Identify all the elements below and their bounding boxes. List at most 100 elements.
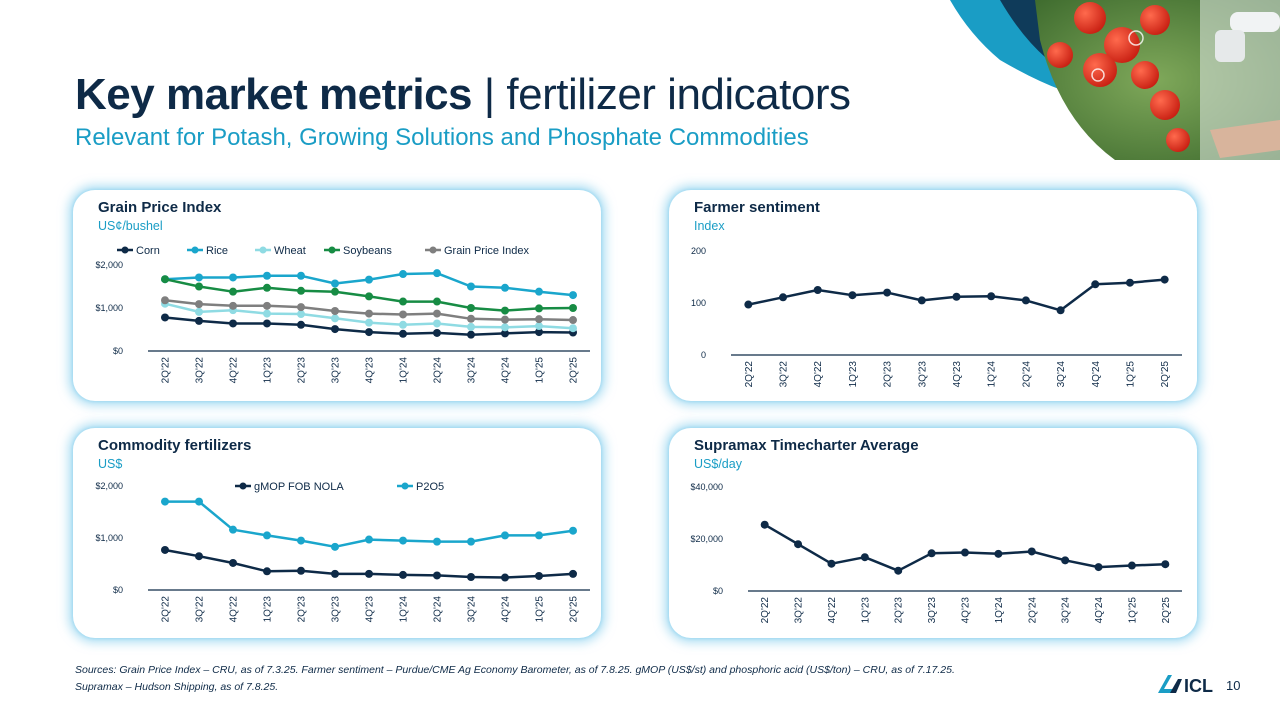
y-tick-label: $0 xyxy=(113,585,123,595)
x-tick-label: 4Q'22 xyxy=(827,597,838,624)
y-tick-label: 200 xyxy=(691,246,706,256)
title-separator: | xyxy=(483,70,495,119)
x-tick-label: 2Q'24 xyxy=(433,596,444,623)
card-title: Farmer sentiment xyxy=(694,199,820,216)
data-point xyxy=(794,540,803,549)
grain-price-card: Grain Price Index US¢/bushel $0 $1,000 $2,… xyxy=(73,190,601,401)
data-point xyxy=(161,497,169,506)
data-point xyxy=(433,571,441,580)
x-tick-label: 3Q'24 xyxy=(467,357,478,384)
supramax-chart: $0 $20,000 $40,000 2Q'22 3Q'22 4Q'22 1Q'23 2Q'2… xyxy=(690,482,1182,624)
x-tick-label: 4Q'24 xyxy=(1091,361,1102,388)
data-point xyxy=(399,297,407,306)
card-title: Grain Price Index xyxy=(98,199,222,216)
data-point xyxy=(263,301,271,310)
data-point xyxy=(229,319,237,328)
data-point xyxy=(467,322,475,331)
x-tick-label: 2Q'24 xyxy=(1027,597,1038,624)
data-point xyxy=(569,526,577,535)
data-point xyxy=(848,291,857,300)
x-tick-label: 2Q'25 xyxy=(569,596,580,623)
data-point xyxy=(331,287,339,296)
data-point xyxy=(297,566,305,575)
x-tick-label: 2Q'22 xyxy=(744,361,755,388)
x-tick-label: 3Q'22 xyxy=(779,361,790,388)
data-point xyxy=(501,323,509,332)
data-point xyxy=(535,315,543,324)
x-tick-label: 1Q'25 xyxy=(1127,597,1138,624)
y-tick-label: $0 xyxy=(113,346,123,356)
x-tick-label: 2Q'25 xyxy=(569,357,580,384)
data-point xyxy=(161,296,169,305)
x-tick-label: 3Q'23 xyxy=(917,361,928,388)
data-point xyxy=(501,531,509,540)
data-point xyxy=(987,292,996,301)
data-point xyxy=(1061,556,1070,565)
x-tick-label: 4Q'23 xyxy=(365,596,376,623)
x-tick-label: 1Q'23 xyxy=(860,597,871,624)
x-tick-label: 1Q'23 xyxy=(263,357,274,384)
data-point xyxy=(501,315,509,324)
data-point xyxy=(399,536,407,545)
y-tick-label: $2,000 xyxy=(95,260,123,270)
data-point xyxy=(535,322,543,331)
data-point xyxy=(1091,280,1100,289)
data-point xyxy=(365,328,373,337)
data-point xyxy=(399,320,407,329)
series-line xyxy=(764,523,1166,572)
data-point xyxy=(399,570,407,579)
y-tick-label: 100 xyxy=(691,298,706,308)
data-point xyxy=(813,286,822,294)
x-tick-label: 2Q'24 xyxy=(1021,361,1032,388)
data-point xyxy=(229,273,237,282)
x-tick-label: 2Q'23 xyxy=(297,357,308,384)
data-point xyxy=(433,269,441,278)
x-tick-label: 2Q'23 xyxy=(297,596,308,623)
x-tick-label: 2Q'25 xyxy=(1160,361,1171,388)
data-point xyxy=(161,545,169,554)
y-tick-label: $40,000 xyxy=(690,482,723,492)
y-tick-label: $20,000 xyxy=(690,534,723,544)
sources-footnote: Sources: Grain Price Index – CRU, as of … xyxy=(75,662,1135,696)
data-point xyxy=(331,279,339,288)
data-point xyxy=(501,329,509,338)
data-point xyxy=(535,304,543,313)
x-tick-label: 4Q'22 xyxy=(813,361,824,388)
x-tick-label: 3Q'23 xyxy=(331,596,342,623)
x-tick-label: 3Q'24 xyxy=(467,596,478,623)
x-tick-label: 2Q'22 xyxy=(760,597,771,624)
title-light: fertilizer indicators xyxy=(506,70,851,119)
data-point xyxy=(365,569,373,578)
data-point xyxy=(229,301,237,310)
data-point xyxy=(399,310,407,319)
card-unit: US$/day xyxy=(694,457,742,471)
commodity-fertilizers-chart: $0 $1,000 $2,000 2Q'22 3Q'22 4Q'22 1Q'23 2Q'23 3… xyxy=(95,481,590,623)
x-tick-label: 2Q'23 xyxy=(883,361,894,388)
data-point xyxy=(1125,278,1134,287)
card-unit: US¢/bushel xyxy=(98,219,163,233)
data-point xyxy=(331,307,339,316)
data-point xyxy=(263,531,271,540)
x-tick-label: 3Q'23 xyxy=(331,357,342,384)
y-tick-label: 0 xyxy=(701,350,706,360)
x-tick-label: 4Q'22 xyxy=(229,596,240,623)
data-point xyxy=(501,283,509,292)
data-point xyxy=(263,283,271,292)
data-point xyxy=(569,316,577,325)
data-point xyxy=(297,536,305,545)
y-tick-label: $2,000 xyxy=(95,481,123,491)
legend-label: P2O5 xyxy=(416,481,444,493)
logo-text: ICL xyxy=(1184,676,1213,696)
data-point xyxy=(365,309,373,318)
legend-swatch-marker xyxy=(121,246,129,254)
data-point xyxy=(433,309,441,318)
data-point xyxy=(433,537,441,546)
legend-swatch-marker xyxy=(259,246,267,254)
data-point xyxy=(263,309,271,318)
data-point xyxy=(535,531,543,540)
data-point xyxy=(297,286,305,295)
commodity-fertilizers-card: Commodity fertilizers US$ $0 $1,000 $2,000… xyxy=(73,428,601,638)
farmer-sentiment-card: Farmer sentiment Index 0 100 200 2Q'22 3Q'22… xyxy=(669,190,1197,401)
data-point xyxy=(433,297,441,306)
data-point xyxy=(894,566,903,575)
